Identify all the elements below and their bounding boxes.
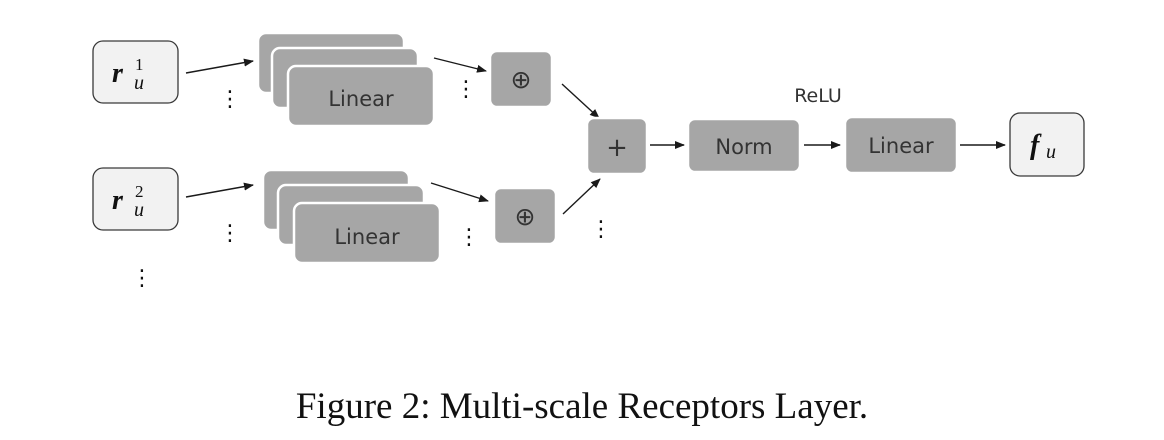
arrow-input1-to-linear	[185, 58, 254, 74]
input-2-superscript: 2	[135, 182, 144, 201]
linear-stack-1: Linear	[256, 31, 436, 128]
output-node: f u	[1009, 112, 1085, 177]
figure-caption: Figure 2: Multi-scale Receptors Layer.	[296, 386, 868, 427]
linear-stack-1-label: Linear	[328, 87, 394, 111]
add-node: +	[585, 116, 649, 176]
arrow-concat2-to-add	[562, 178, 601, 215]
ellipsis-more-branches: ⋮	[131, 266, 153, 291]
relu-label: ReLU	[794, 85, 842, 107]
input-1-superscript: 1	[135, 55, 144, 74]
arrow-linear1-to-concat	[433, 57, 487, 73]
input-2-symbol: r	[112, 185, 124, 216]
linear-stack-2-label: Linear	[334, 225, 400, 249]
final-linear-node: Linear	[843, 115, 959, 175]
ellipsis-branch2-right: ⋮	[458, 225, 480, 250]
linear-stack-2: Linear	[261, 168, 442, 265]
output-subscript: u	[1046, 141, 1056, 163]
norm-node: Norm	[686, 117, 802, 174]
merge-path: + Norm ReLU Linear f u	[585, 85, 1085, 177]
input-2-subscript: u	[134, 199, 144, 221]
ellipsis-branch2-left: ⋮	[219, 221, 241, 246]
arrow-concat1-to-add	[561, 83, 600, 119]
concat-2-symbol: ⊕	[515, 202, 536, 231]
output-symbol: f	[1030, 130, 1042, 161]
input-node-1: r 1 u	[92, 40, 179, 104]
concat-1-symbol: ⊕	[511, 65, 532, 94]
linear-stack-1-front	[286, 64, 436, 128]
arrow-input2-to-linear	[185, 182, 254, 198]
ellipsis-branch1-right: ⋮	[455, 77, 477, 102]
branch-2: r 2 u ⋮ Linear ⋮ ⊕ ⋮	[92, 167, 612, 265]
norm-label: Norm	[715, 135, 772, 159]
concat-node-1: ⊕	[488, 49, 554, 109]
add-symbol: +	[606, 133, 628, 163]
linear-stack-2-front	[292, 201, 442, 265]
ellipsis-after-concat: ⋮	[590, 217, 612, 242]
final-linear-label: Linear	[868, 134, 934, 158]
input-node-2: r 2 u	[92, 167, 179, 231]
concat-node-2: ⊕	[492, 186, 558, 246]
input-1-symbol: r	[112, 58, 124, 89]
ellipsis-branch1-left: ⋮	[219, 87, 241, 112]
arrow-linear2-to-concat	[430, 182, 489, 203]
input-1-subscript: u	[134, 72, 144, 94]
branch-1: r 1 u ⋮ Linear ⋮ ⊕	[92, 31, 600, 128]
